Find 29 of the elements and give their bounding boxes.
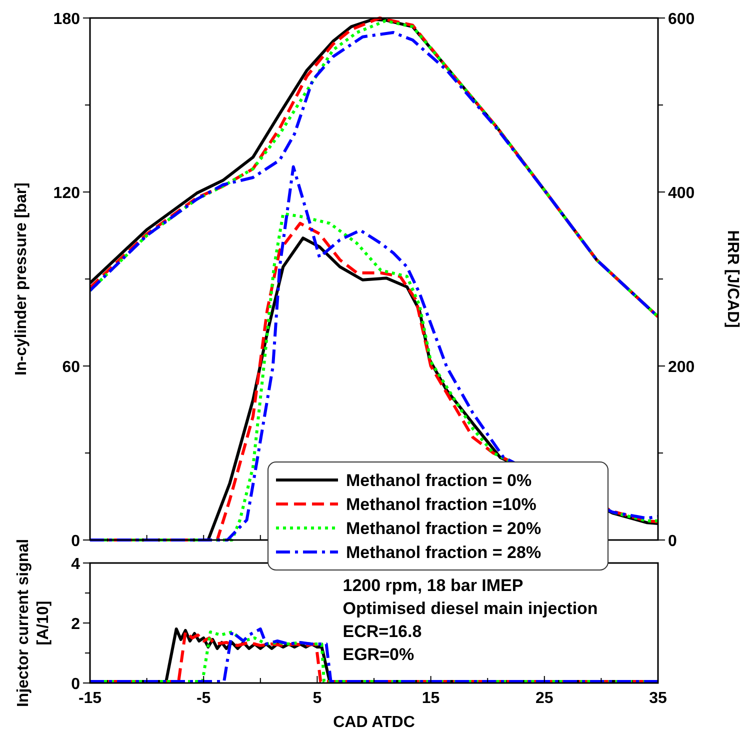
y2-tick-label: 0 (668, 533, 677, 550)
legend-label: Methanol fraction = 28% (346, 543, 542, 562)
annotation: Optimised diesel main injection (342, 599, 598, 618)
x-tick-label: -15 (78, 690, 102, 707)
annotation: EGR=0% (342, 645, 414, 664)
y-tick-label: 60 (62, 359, 80, 376)
y-tick-label: 0 (71, 533, 80, 550)
annotation: ECR=16.8 (342, 622, 422, 641)
y-tick-label: 2 (71, 616, 80, 633)
y2-tick-label: 200 (668, 359, 695, 376)
y2-tick-label: 600 (668, 11, 695, 28)
legend-label: Methanol fraction = 0% (346, 471, 532, 490)
x-tick-label: -5 (196, 690, 211, 707)
legend-label: Methanol fraction = 20% (346, 519, 542, 538)
x-tick-label: 35 (649, 690, 667, 707)
legend-label: Methanol fraction =10% (346, 495, 536, 514)
x-tick-label: 25 (536, 690, 554, 707)
x-tick-label: 15 (422, 690, 440, 707)
y-axis-title: Injector current signal [A/10] (15, 538, 52, 708)
annotation: 1200 rpm, 18 bar IMEP (342, 576, 524, 595)
y2-axis-title: HRR [J/CAD] (724, 230, 740, 328)
y-tick-label: 0 (71, 676, 80, 693)
y-tick-label: 180 (53, 11, 80, 28)
y-tick-label: 120 (53, 185, 80, 202)
y2-tick-label: 400 (668, 185, 695, 202)
x-axis-title: CAD ATDC (333, 714, 416, 731)
y-tick-label: 4 (71, 556, 80, 573)
y-axis-title: In-cylinder pressure [bar] (13, 182, 30, 376)
x-tick-label: 5 (312, 690, 322, 707)
